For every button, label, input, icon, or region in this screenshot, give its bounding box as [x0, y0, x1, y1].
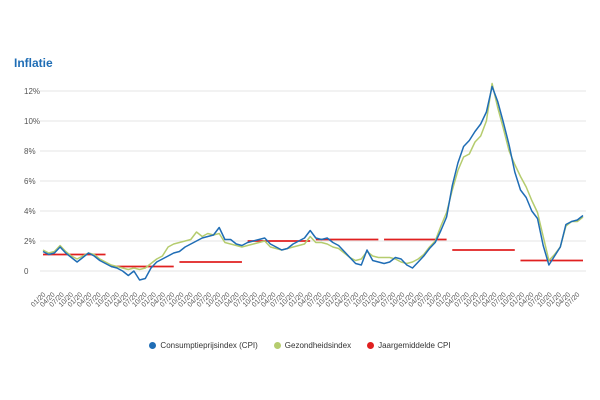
legend: Consumptieprijsindex (CPI) Gezondheidsin… — [0, 341, 600, 350]
line-series — [42, 82, 584, 281]
legend-marker-cpi — [149, 342, 157, 349]
legend-marker-gezondheidsindex — [273, 342, 281, 349]
y-tick-label: 8% — [24, 147, 36, 156]
y-tick-label: 10% — [24, 117, 40, 126]
y-tick-label: 4% — [24, 207, 36, 216]
legend-label-cpi: Consumptieprijsindex (CPI) — [160, 341, 258, 350]
series-line-gezondheidsindex — [42, 82, 584, 271]
legend-item-gezondheidsindex[interactable]: Gezondheidsindex — [273, 341, 352, 350]
grid — [40, 90, 586, 272]
y-tick-label: 2% — [24, 237, 36, 246]
legend-marker-annual-average — [367, 342, 375, 349]
legend-item-annual-average[interactable]: Jaargemiddelde CPI — [367, 341, 451, 350]
series-line-consumptieprijsindex-cpi — [42, 85, 584, 281]
y-tick-label: 6% — [24, 177, 36, 186]
legend-label-annual-average: Jaargemiddelde CPI — [378, 341, 451, 350]
y-axis-ticks: 0 2% 4% 6% 8% 10% 12% — [24, 87, 40, 276]
y-tick-label: 0 — [24, 267, 29, 276]
legend-item-cpi[interactable]: Consumptieprijsindex (CPI) — [149, 341, 258, 350]
legend-label-gezondheidsindex: Gezondheidsindex — [284, 341, 352, 350]
x-axis-ticks: 01/2004/2007/2010/2001/2004/2007/2010/20… — [30, 291, 581, 308]
annual-average-series — [43, 238, 583, 268]
chart-title: Inflatie — [14, 56, 53, 70]
y-tick-label: 12% — [24, 87, 40, 96]
